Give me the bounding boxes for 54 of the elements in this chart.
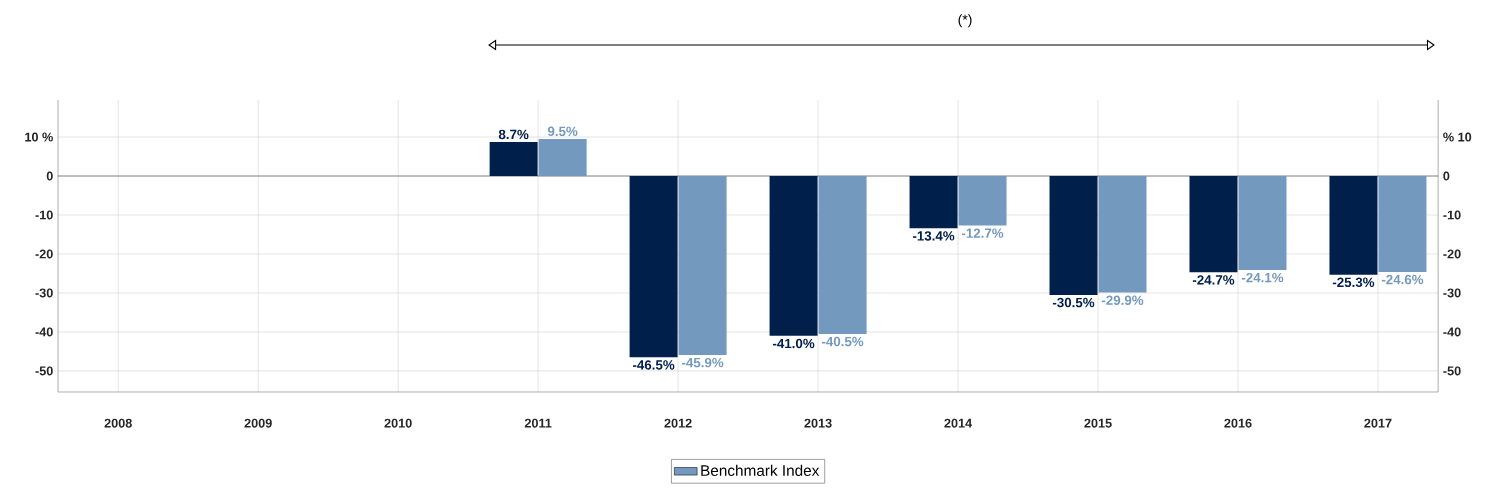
y2-tick-label: 0 xyxy=(1443,171,1450,181)
data-label: -30.5% xyxy=(1052,297,1095,308)
bar xyxy=(1329,176,1378,275)
y2-tick-label: -50 xyxy=(1443,366,1461,376)
y2-tick-label: -10 xyxy=(1443,210,1461,220)
data-label: -45.9% xyxy=(681,357,724,368)
y-tick-label: 0 xyxy=(46,171,53,181)
data-label: -24.7% xyxy=(1192,275,1235,285)
x-tick-label: 2017 xyxy=(1364,418,1392,428)
bar xyxy=(1238,176,1287,270)
data-label: -24.6% xyxy=(1381,274,1424,285)
bar xyxy=(538,138,587,177)
x-tick-label: 2010 xyxy=(384,418,412,428)
bar xyxy=(1189,176,1238,273)
bar xyxy=(1049,176,1098,295)
y2-tick-label: % 10 xyxy=(1443,132,1472,142)
data-label: -13.4% xyxy=(912,231,955,241)
x-tick-label: 2014 xyxy=(944,418,973,428)
y2-tick-label: -30 xyxy=(1443,288,1461,298)
data-label: -25.3% xyxy=(1332,277,1375,288)
legend-label: Benchmark Index xyxy=(701,464,820,476)
data-label: 9.5% xyxy=(547,126,578,137)
y-tick-label: -50 xyxy=(35,366,53,376)
y2-tick-label: -40 xyxy=(1443,327,1461,337)
data-label: -41.0% xyxy=(772,338,815,349)
data-label: -12.7% xyxy=(961,228,1004,238)
bar xyxy=(678,176,727,355)
x-tick-label: 2015 xyxy=(1084,418,1112,428)
bar xyxy=(1378,176,1427,272)
y-tick-label: -10 xyxy=(35,210,53,220)
text: (*) xyxy=(958,14,972,28)
y-tick-label: -20 xyxy=(35,249,53,259)
x-tick-label: 2008 xyxy=(104,418,132,428)
data-label: -40.5% xyxy=(821,336,864,347)
data-label: 8.7% xyxy=(498,129,529,140)
bar xyxy=(958,176,1007,226)
x-tick-label: 2009 xyxy=(244,418,272,428)
bar xyxy=(769,176,818,336)
y-tick-label: -30 xyxy=(35,288,53,298)
data-label: -24.1% xyxy=(1241,272,1284,283)
x-tick-label: 2016 xyxy=(1224,418,1252,428)
bar xyxy=(909,176,958,229)
bar xyxy=(818,176,867,334)
y-tick-label: 10 % xyxy=(25,132,53,142)
y2-tick-label: -20 xyxy=(1443,249,1461,259)
bar xyxy=(629,176,678,358)
x-tick-label: 2013 xyxy=(804,418,832,428)
data-label: -46.5% xyxy=(633,360,675,370)
bar xyxy=(489,142,538,177)
y-tick-label: -40 xyxy=(35,327,53,337)
bar xyxy=(1098,176,1147,293)
x-tick-label: 2011 xyxy=(524,418,552,428)
data-label: -29.9% xyxy=(1101,295,1144,305)
x-tick-label: 2012 xyxy=(664,418,692,428)
